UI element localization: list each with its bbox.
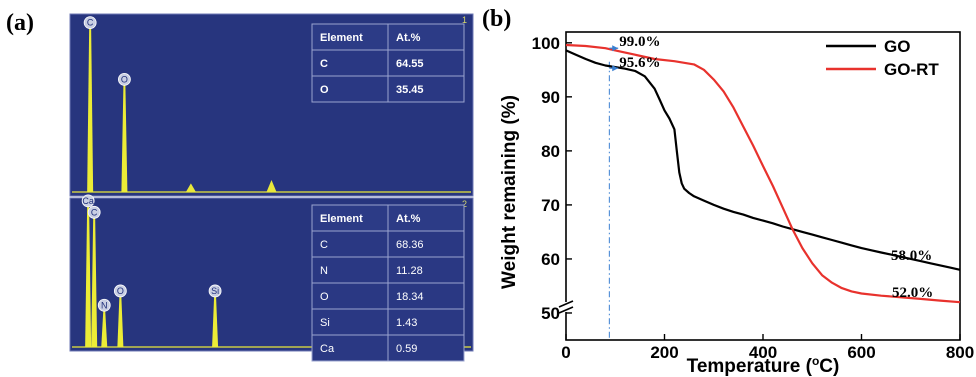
y-tick-label: 80 (541, 142, 560, 161)
table-value: Si (320, 317, 330, 329)
table-header: At.% (396, 213, 421, 225)
table-value: C (320, 239, 328, 251)
table-cell (387, 256, 465, 284)
element-table: Element At.% C 64.55 O 35.45 (311, 23, 465, 103)
spectrum-peak (212, 296, 219, 347)
table-value: 64.55 (396, 58, 424, 70)
spectrum-peak (87, 28, 94, 192)
table-cell (387, 49, 465, 77)
series-line-go-rt (565, 43, 961, 304)
x-tick-label: 800 (946, 343, 974, 362)
table-cell (311, 334, 389, 362)
table-header: Element (320, 213, 363, 225)
minor-peak (266, 179, 277, 192)
axis-break-mark (558, 306, 574, 314)
spectrum-peak (121, 85, 128, 192)
table-header: At.% (396, 32, 421, 44)
table-value: 0.59 (396, 343, 417, 355)
table-cell (387, 75, 465, 103)
table-value: O (320, 84, 329, 96)
peak-label-c: C (91, 207, 98, 217)
legend-label-go-rt: GO-RT (884, 60, 939, 79)
peak-label-bubble (113, 284, 127, 298)
axis-break-gap (560, 302, 572, 312)
element-table: Element At.% C 68.36 N 11.28 O 18.34 Si 1.43 Ca 0.5… (311, 204, 465, 362)
table-cell (311, 230, 389, 258)
peak-label-bubble (97, 298, 111, 312)
peak-label-bubble (87, 205, 101, 219)
peak-label-n: N (101, 300, 108, 310)
x-tick-label: 0 (561, 343, 570, 362)
y-tick-label: 100 (532, 34, 560, 53)
y-tick-label: 90 (541, 88, 560, 107)
table-header: Element (320, 32, 363, 44)
x-tick-label: 600 (847, 343, 875, 362)
arrow-go-head (612, 65, 619, 72)
spectrum-peak (91, 218, 98, 347)
peak-label-c: C (87, 18, 94, 28)
peak-label-bubble (118, 72, 131, 86)
table-cell (311, 282, 389, 310)
table-cell (387, 230, 465, 258)
peak-label-bubble (208, 284, 222, 298)
peak-label-si: Si (211, 286, 219, 296)
table-cell (387, 334, 465, 362)
peak-label-bubble (81, 194, 95, 208)
table-value: Ca (320, 343, 335, 355)
peak-label-o: O (117, 286, 124, 296)
eds-spectrum-2: 2CaCNOSiCaCaElementAt.%C68.36N11.28O18.3… (69, 194, 474, 362)
peak-label-ca: Ca (82, 196, 94, 206)
annotation-label: 99.0% (619, 34, 660, 50)
table-value: 68.36 (396, 239, 424, 251)
x-axis-label: Temperature (oC) (687, 354, 840, 377)
arrow-go-rt-head (612, 45, 619, 52)
legend-label-go: GO (884, 37, 910, 56)
spectrum-peak (85, 206, 92, 347)
y-tick-label: 50 (541, 304, 560, 323)
y-axis-label: Weight remaining (%) (499, 95, 520, 289)
x-tick-label: 200 (650, 343, 678, 362)
table-value: 35.45 (396, 84, 424, 96)
table-cell (311, 204, 389, 232)
y-tick-label: 60 (541, 250, 560, 269)
annotation-label: 95.6% (619, 55, 660, 71)
table-value: C (320, 58, 328, 70)
series-line-go (565, 49, 961, 271)
annotation-label: 52.0% (892, 285, 933, 301)
peak-label-bubble (83, 16, 97, 30)
spectrum-index-label: 1 (462, 15, 467, 25)
table-value: 1.43 (396, 317, 417, 329)
peak-label-o: O (121, 74, 128, 84)
spectrum-peak (101, 311, 108, 347)
axis-break-mark (558, 300, 574, 308)
table-value: N (320, 265, 328, 277)
table-value: O (320, 291, 329, 303)
minor-peak (185, 183, 196, 192)
table-cell (311, 308, 389, 336)
table-cell (387, 282, 465, 310)
spectrum-peak (117, 296, 124, 347)
table-value: 11.28 (396, 265, 423, 277)
table-cell (387, 204, 465, 232)
spectrum-index-label: 2 (462, 199, 467, 209)
panel-b-label: (b) (482, 6, 512, 32)
table-cell (311, 23, 389, 51)
y-tick-label: 70 (541, 196, 560, 215)
eds-spectrum-1: 1 C O Element At.% C 64.55 O 35.45 (69, 13, 474, 197)
x-tick-label: 400 (749, 343, 777, 362)
annotation-label: 58.0% (891, 248, 932, 264)
table-value: 18.34 (396, 291, 424, 303)
panel-a-label: (a) (6, 10, 34, 36)
